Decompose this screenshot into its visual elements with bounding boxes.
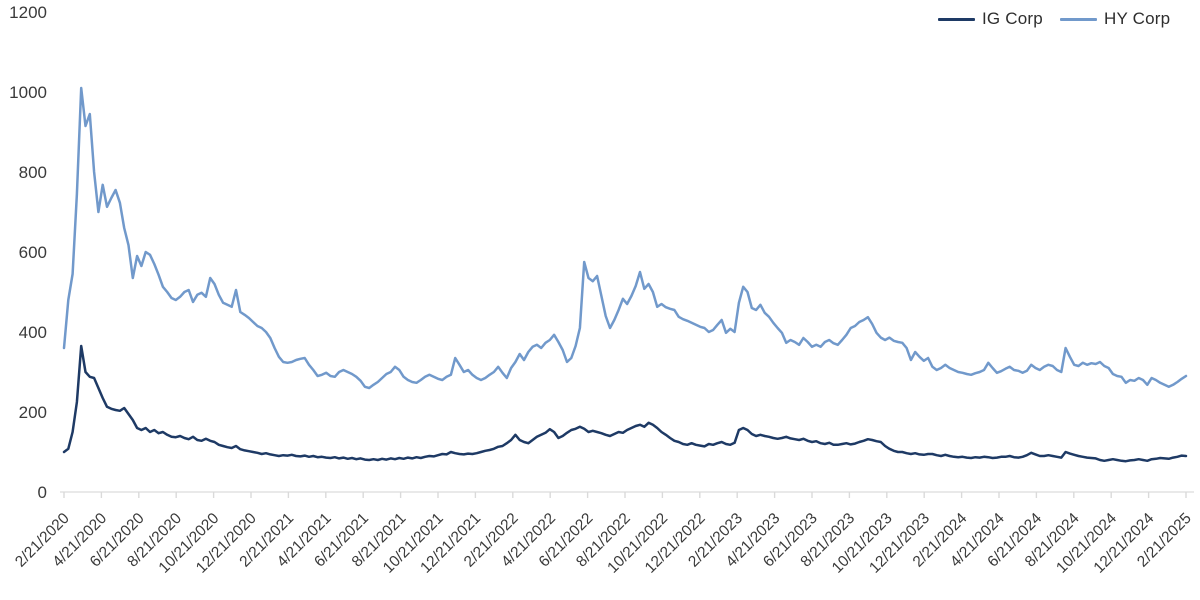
y-tick-label: 1000 (9, 83, 47, 102)
y-tick-label: 0 (38, 483, 47, 502)
y-tick-label: 600 (19, 243, 47, 262)
y-axis-labels: 0 200 400 600 800 1000 1200 (9, 3, 47, 502)
y-tick-label: 200 (19, 403, 47, 422)
y-tick-label: 400 (19, 323, 47, 342)
ig-corp-line (62, 344, 1188, 463)
y-tick-label: 800 (19, 163, 47, 182)
series-lines (62, 86, 1188, 463)
y-tick-label: 1200 (9, 3, 47, 22)
hy-corp-line (62, 86, 1188, 390)
x-axis: 2/21/20204/21/20206/21/20208/21/202010/2… (12, 491, 1195, 577)
